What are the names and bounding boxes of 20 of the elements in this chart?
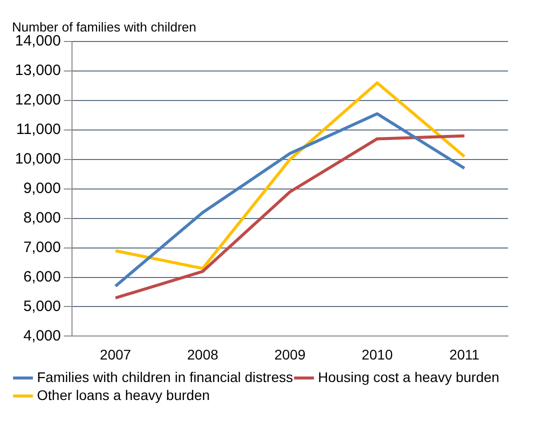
x-tick-label: 2008 <box>187 346 218 362</box>
x-tick-label: 2009 <box>274 346 306 362</box>
y-tick-label: 12,000 <box>14 92 61 109</box>
legend-label: Other loans a heavy burden <box>37 386 210 403</box>
x-tick-label: 2007 <box>100 346 132 362</box>
y-tick-label: 13,000 <box>14 62 61 80</box>
y-tick-label: 5,000 <box>23 298 61 315</box>
y-tick-label: 7,000 <box>23 238 61 256</box>
legend-label: Families with children in financial distress <box>37 368 293 385</box>
y-tick-label: 8,000 <box>23 210 61 226</box>
x-tick-label: 2010 <box>362 346 393 362</box>
x-tick-label: 2011 <box>449 346 480 362</box>
y-tick-label: 14,000 <box>14 32 61 50</box>
y-axis-title: Number of families with children <box>12 19 196 34</box>
y-tick-label: 9,000 <box>23 180 61 198</box>
y-tick-label: 4,000 <box>23 327 61 344</box>
y-tick-label: 6,000 <box>23 268 61 286</box>
y-tick-label: 11,000 <box>16 121 61 138</box>
legend-label: Housing cost a heavy burden <box>318 368 500 385</box>
y-tick-label: 10,000 <box>14 150 61 168</box>
